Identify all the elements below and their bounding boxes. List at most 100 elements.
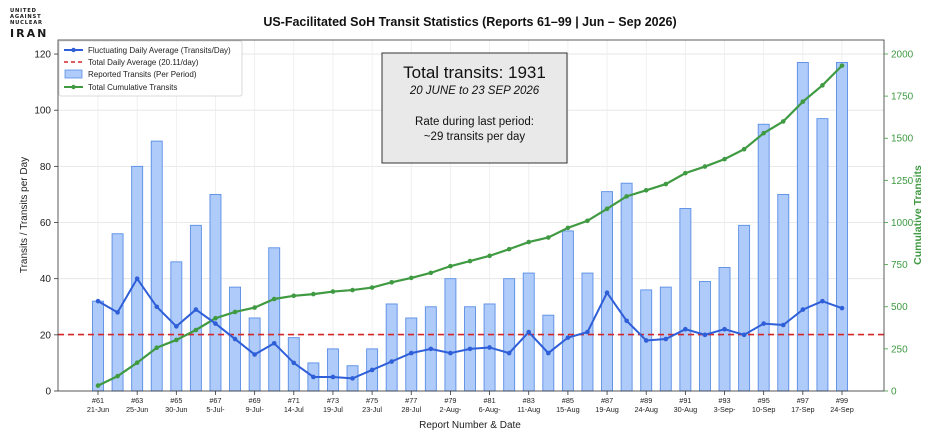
- y-right-tick-label: 1000: [891, 218, 914, 229]
- bar-r76: [385, 303, 398, 392]
- cumulative-point: [154, 345, 160, 350]
- daily-average-point: [330, 374, 336, 380]
- logo-line-3: NUCLEAR: [10, 20, 43, 27]
- bar-r94: [738, 224, 751, 392]
- daily-average-point: [722, 326, 727, 332]
- x-tick-number: #73: [327, 396, 339, 405]
- daily-average-point: [389, 359, 394, 364]
- x-tick-date: 25-Jun: [126, 405, 148, 414]
- daily-average-point: [820, 298, 825, 304]
- y-right-tick-label: 1250: [891, 176, 914, 187]
- daily-average-point: [311, 374, 316, 380]
- cumulative-point: [624, 194, 629, 199]
- bar-r61: [92, 300, 104, 392]
- daily-average-point: [565, 335, 571, 340]
- x-tick-number: #65: [170, 396, 182, 405]
- daily-average-point: [702, 332, 708, 338]
- x-tick-number: #91: [679, 396, 691, 405]
- daily-average-point: [506, 350, 512, 356]
- bar-r91: [679, 208, 692, 392]
- x-tick-number: #77: [405, 396, 417, 405]
- daily-average-point: [154, 304, 160, 310]
- cumulative-point: [134, 360, 140, 365]
- cumulative-point: [761, 130, 766, 136]
- y-left-tick-label: 20: [40, 330, 52, 341]
- daily-average-point: [408, 350, 414, 356]
- logo-line-2: AGAINST: [10, 14, 42, 21]
- cumulative-point: [683, 170, 688, 176]
- bar-r97: [796, 62, 809, 392]
- cumulative-point: [350, 287, 355, 293]
- legend: Fluctuating Daily Average (Transits/Day)…: [58, 40, 243, 97]
- daily-average-point: [643, 338, 649, 343]
- bar-r88: [620, 182, 633, 392]
- daily-average-point: [115, 310, 120, 315]
- cumulative-point: [95, 383, 101, 388]
- bar-r85: [561, 230, 574, 392]
- x-tick-number: #83: [523, 396, 535, 405]
- cumulative-point: [506, 246, 512, 252]
- logo-line-1: UNITED: [10, 8, 37, 14]
- y-right-tick-label: 0: [891, 387, 897, 398]
- logo-line-4: IRAN: [10, 26, 49, 40]
- cumulative-point: [800, 99, 806, 104]
- y-right-tick-label: 1500: [891, 134, 914, 145]
- cumulative-point: [546, 235, 551, 240]
- daily-average-point: [585, 329, 590, 335]
- y-right-tick-label: 2000: [891, 49, 914, 60]
- x-tick-date: 19-Jul: [323, 405, 343, 414]
- daily-average-point: [604, 290, 610, 296]
- daily-average-point: [134, 276, 140, 281]
- x-tick-date: 6-Aug-: [479, 405, 501, 414]
- cumulative-point: [741, 146, 747, 152]
- daily-average-point: [839, 305, 845, 311]
- logo: UNITED AGAINST NUCLEAR IRAN: [10, 8, 70, 40]
- daily-average-point: [487, 345, 492, 350]
- x-tick-date: 24-Sep: [830, 405, 854, 414]
- cumulative-point: [428, 270, 434, 276]
- cumulative-point: [232, 309, 238, 315]
- daily-average-point: [624, 318, 629, 324]
- daily-average-point: [663, 336, 669, 342]
- x-tick-date: 24-Aug: [634, 405, 658, 414]
- daily-average-points: [95, 276, 845, 381]
- bar-r64: [150, 140, 163, 392]
- x-tick-date: 30-Jun: [165, 405, 187, 414]
- x-tick-number: #67: [209, 396, 221, 405]
- x-tick-date: 3-Sep-: [714, 405, 736, 414]
- daily-average-point: [546, 350, 551, 356]
- summary-box: [381, 52, 568, 164]
- legend-bar-swatch: [64, 69, 83, 79]
- cumulative-point: [565, 225, 571, 231]
- x-tick-date: 2-Aug-: [439, 405, 461, 414]
- x-tick-number: #61: [92, 396, 104, 405]
- y-left-tick-label: 40: [40, 274, 52, 285]
- cumulative-point: [252, 305, 257, 310]
- cumulative-point: [839, 63, 845, 68]
- x-tick-number: #71: [288, 396, 300, 405]
- cumulative-point: [780, 119, 786, 124]
- bar-r95: [757, 123, 770, 392]
- legend-cumulative-marker: [71, 84, 76, 90]
- y-left-tick-label: 60: [40, 218, 52, 229]
- summary-period: 20 JUNE to 23 SEP 2026: [409, 85, 540, 97]
- cumulative-point: [213, 315, 218, 321]
- daily-average-point: [761, 321, 766, 326]
- y-right-tick-label: 250: [891, 344, 908, 355]
- legend-daily-marker: [71, 47, 76, 53]
- x-tick-number: #87: [601, 396, 613, 405]
- cumulative-point: [408, 275, 414, 281]
- daily-average-point: [369, 367, 375, 373]
- daily-average-point: [467, 346, 473, 352]
- y-left-tick-label: 120: [34, 50, 51, 61]
- x-tick-date: 10-Sep: [752, 405, 776, 414]
- cumulative-point: [820, 83, 825, 88]
- x-tick-date: 9-Jul-: [246, 405, 265, 414]
- cumulative-point: [487, 253, 492, 259]
- bar-r67: [209, 193, 222, 392]
- x-tick-date: 23-Jul: [362, 405, 382, 414]
- x-tick-date: 19-Aug: [595, 405, 619, 414]
- cumulative-point: [663, 181, 669, 187]
- daily-average-point: [95, 298, 101, 304]
- summary-headline: Total transits: 1931: [403, 63, 546, 82]
